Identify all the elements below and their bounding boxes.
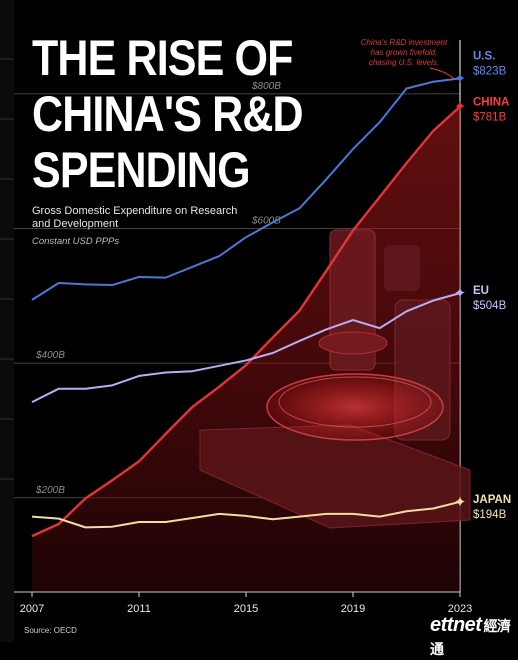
y-tick-label: $600B xyxy=(251,215,281,226)
title-line: THE RISE OF xyxy=(32,30,293,86)
end-point-marker: ✦ xyxy=(454,69,467,87)
x-axis: 2007 2011 2015 2019 2023 xyxy=(14,591,472,615)
series-line-eu xyxy=(31,292,461,404)
end-point-marker: ✦ xyxy=(454,98,467,116)
series-name-label: CHINA xyxy=(473,97,509,109)
series-name-label: EU xyxy=(473,285,489,297)
series-value-label: $194B xyxy=(473,509,507,521)
x-tick-label: 2019 xyxy=(341,603,365,615)
title-block: THE RISE OF CHINA'S R&D SPENDING xyxy=(32,30,304,198)
series-layer: ✦ ✦ ✦ ✦ xyxy=(31,69,467,538)
series-line-japan xyxy=(31,500,461,529)
annotation-text: China's R&D investment xyxy=(361,38,448,47)
x-tick-label: 2015 xyxy=(234,603,258,615)
x-tick-label: 2007 xyxy=(20,603,44,615)
chart-measure-note: Constant USD PPPs xyxy=(32,236,120,247)
title-line: CHINA'S R&D xyxy=(32,86,304,142)
series-name-label: U.S. xyxy=(473,50,495,62)
annotation-text: has grown fivefold, xyxy=(371,48,438,57)
series-value-label: $823B xyxy=(473,65,507,77)
series-line-china xyxy=(31,105,461,538)
watermark-latin: ettnet xyxy=(430,614,482,636)
end-point-marker: ✦ xyxy=(454,493,467,511)
series-line-us xyxy=(31,77,461,301)
source-note: Source: OECD xyxy=(24,626,77,635)
x-tick-label: 2011 xyxy=(127,603,151,615)
line-chart: $200B $400B $600B $800B ✦ ✦ ✦ ✦ U.S. $823B CHINA… xyxy=(14,38,511,615)
annotation-text: chasing U.S. levels. xyxy=(369,58,439,67)
chart-subtitle: Gross Domestic Expenditure on Research a… xyxy=(32,205,238,230)
annotation-arrow xyxy=(429,67,456,81)
label-layer: U.S. $823B CHINA $781B EU $504B JAPAN $194B Chin… xyxy=(361,38,511,521)
series-name-label: JAPAN xyxy=(473,494,511,506)
y-tick-label: $800B xyxy=(251,81,281,92)
left-edge-frame xyxy=(0,0,14,642)
title-line: SPENDING xyxy=(32,142,251,198)
end-point-marker: ✦ xyxy=(454,284,467,302)
y-tick-label: $400B xyxy=(35,350,65,361)
y-tick-label: $200B xyxy=(35,485,65,496)
microscope-illustration xyxy=(199,229,471,529)
watermark-logo: ettnet 經濟通 xyxy=(430,614,518,660)
x-tick-label: 2023 xyxy=(448,603,472,615)
series-value-label: $504B xyxy=(473,300,507,312)
series-value-label: $781B xyxy=(473,112,507,124)
